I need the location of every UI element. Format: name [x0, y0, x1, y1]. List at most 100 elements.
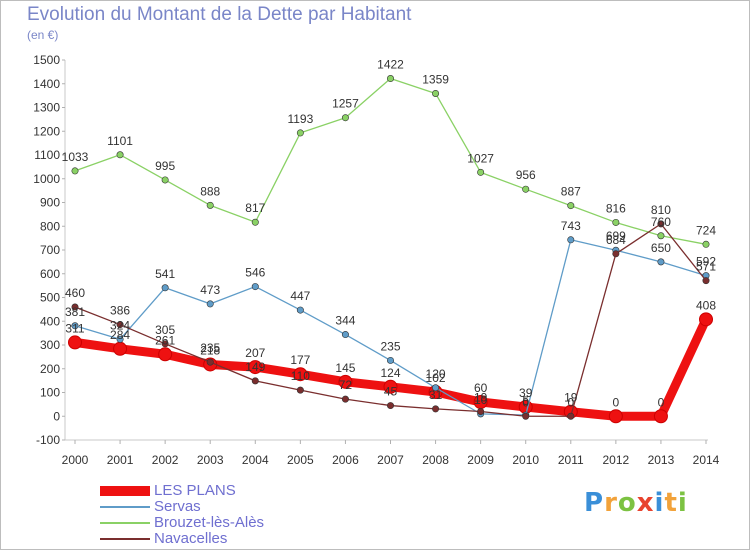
data-label-les-plans: 60 — [474, 381, 488, 395]
data-label-navacelles: 31 — [429, 388, 443, 402]
logo-letter: r — [604, 488, 618, 518]
logo-letter: P — [584, 488, 605, 518]
data-point-les-plans — [383, 379, 398, 394]
data-point-navacelles — [702, 277, 710, 285]
data-point-navacelles — [477, 407, 485, 415]
data-label-servas: 120 — [426, 367, 446, 381]
data-label-navacelles: 305 — [155, 323, 175, 337]
y-tick-label: 1300 — [33, 101, 60, 115]
x-tick-label: 2000 — [62, 453, 89, 467]
data-point-servas — [341, 331, 349, 339]
data-label-brouzet-l-s-al-s: 1101 — [107, 134, 133, 148]
data-point-les-plans — [113, 341, 128, 356]
data-point-navacelles — [161, 340, 169, 348]
data-label-brouzet-l-s-al-s: 1193 — [287, 112, 313, 126]
x-tick-label: 2008 — [422, 453, 449, 467]
data-point-les-plans — [248, 360, 263, 375]
data-point-servas — [251, 283, 259, 291]
data-label-servas: 10 — [474, 393, 488, 407]
x-tick-label: 2012 — [603, 453, 630, 467]
data-point-les-plans — [293, 367, 308, 382]
data-point-brouzet-l-s-al-s — [71, 167, 79, 175]
data-point-brouzet-l-s-al-s — [522, 185, 530, 193]
data-point-brouzet-l-s-al-s — [612, 218, 620, 226]
data-point-brouzet-l-s-al-s — [251, 218, 259, 226]
data-point-les-plans — [338, 374, 353, 389]
data-label-servas: 447 — [290, 289, 310, 303]
y-tick-label: 1500 — [33, 53, 60, 67]
y-tick-label: 900 — [40, 196, 60, 210]
data-point-brouzet-l-s-al-s — [386, 75, 394, 83]
legend-swatch — [100, 506, 150, 508]
data-point-navacelles — [657, 220, 665, 228]
data-point-navacelles — [612, 250, 620, 258]
data-point-brouzet-l-s-al-s — [161, 176, 169, 184]
x-tick-label: 2003 — [197, 453, 224, 467]
logo-letter: i — [654, 488, 665, 518]
chart-subtitle: (en €) — [27, 28, 59, 42]
data-label-brouzet-l-s-al-s: 760 — [651, 215, 671, 229]
data-label-brouzet-l-s-al-s: 887 — [561, 185, 581, 199]
data-point-navacelles — [522, 412, 530, 420]
data-point-les-plans — [68, 335, 82, 350]
data-label-brouzet-l-s-al-s: 1359 — [422, 72, 449, 86]
data-point-navacelles — [116, 321, 124, 329]
y-tick-label: 1100 — [34, 148, 60, 162]
data-label-navacelles: 235 — [200, 341, 220, 355]
data-point-brouzet-l-s-al-s — [341, 114, 349, 122]
data-point-brouzet-l-s-al-s — [477, 168, 485, 176]
data-label-les-plans: 311 — [65, 321, 84, 335]
data-label-brouzet-l-s-al-s: 1027 — [467, 151, 494, 165]
data-point-servas — [657, 258, 665, 266]
data-label-les-plans: 0 — [613, 395, 620, 409]
data-point-servas — [116, 335, 124, 343]
data-label-servas: 473 — [200, 283, 220, 297]
data-label-brouzet-l-s-al-s: 816 — [606, 201, 626, 215]
chart-title: Evolution du Montant de la Dette par Hab… — [27, 4, 412, 25]
data-label-brouzet-l-s-al-s: 888 — [200, 184, 220, 198]
data-label-servas: 546 — [245, 266, 265, 280]
data-label-servas: 592 — [696, 255, 716, 269]
data-label-les-plans: 177 — [290, 353, 310, 367]
data-label-les-plans: 19 — [564, 391, 578, 405]
data-label-les-plans: 284 — [110, 328, 130, 342]
data-label-brouzet-l-s-al-s: 817 — [245, 201, 265, 215]
data-point-navacelles — [206, 358, 214, 366]
y-tick-label: 200 — [40, 362, 60, 376]
data-point-brouzet-l-s-al-s — [567, 202, 575, 210]
data-point-les-plans — [653, 409, 668, 424]
data-point-navacelles — [341, 395, 349, 403]
data-label-les-plans: 124 — [380, 366, 400, 380]
y-tick-label: 1200 — [33, 124, 60, 138]
data-label-brouzet-l-s-al-s: 956 — [516, 168, 536, 182]
x-tick-label: 2011 — [558, 453, 584, 467]
data-point-les-plans — [699, 312, 713, 327]
data-point-navacelles — [567, 412, 575, 420]
legend-swatch — [100, 486, 150, 496]
data-label-servas: 650 — [651, 241, 671, 255]
y-tick-label: 700 — [40, 243, 60, 257]
data-label-navacelles: 45 — [384, 385, 398, 399]
data-label-servas: 344 — [335, 314, 355, 328]
data-label-les-plans: 102 — [426, 371, 446, 385]
y-tick-label: -100 — [36, 433, 60, 447]
data-label-brouzet-l-s-al-s: 1257 — [332, 97, 359, 111]
y-tick-label: 100 — [40, 386, 60, 400]
data-point-navacelles — [386, 402, 394, 410]
data-point-servas — [161, 284, 169, 292]
x-tick-label: 2006 — [332, 453, 359, 467]
data-label-les-plans: 39 — [519, 386, 533, 400]
x-tick-label: 2005 — [287, 453, 314, 467]
data-point-navacelles — [296, 386, 304, 394]
x-tick-label: 2002 — [152, 453, 179, 467]
data-label-servas: 381 — [65, 305, 85, 319]
data-label-les-plans: 145 — [335, 361, 355, 375]
legend-label: Brouzet-lès-Alès — [154, 514, 265, 531]
data-point-servas — [206, 300, 214, 308]
legend-label: Navacelles — [154, 530, 228, 547]
data-label-les-plans: 0 — [658, 395, 665, 409]
data-label-navacelles: 684 — [606, 233, 626, 247]
y-tick-label: 1000 — [33, 172, 60, 186]
data-point-servas — [296, 306, 304, 314]
